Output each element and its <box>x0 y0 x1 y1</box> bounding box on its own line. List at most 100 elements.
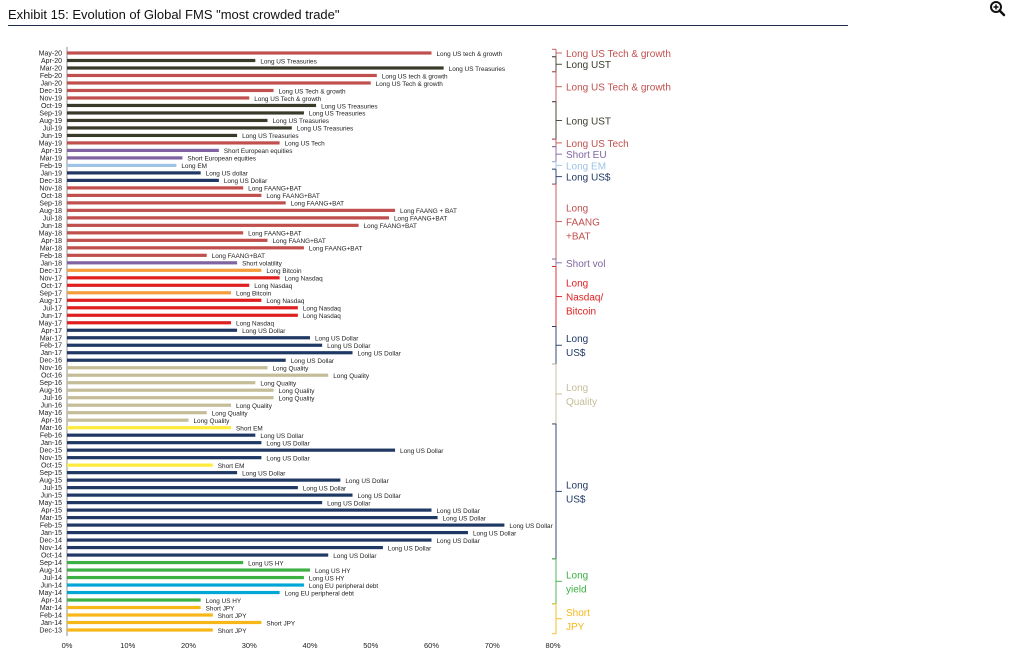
bar <box>67 141 280 145</box>
month-tick-label: Mar-16 <box>40 425 62 432</box>
bar <box>67 358 286 362</box>
month-tick-label: Mar-20 <box>40 65 62 72</box>
group-label: Nasdaq/ <box>566 293 603 304</box>
bar-label: Long US dollar <box>206 171 249 178</box>
bar <box>67 343 323 347</box>
bar <box>67 508 432 512</box>
title-divider <box>8 25 848 26</box>
group-label: US$ <box>566 494 586 505</box>
month-tick-label: Jul-18 <box>43 215 62 222</box>
month-tick-label: Jun-18 <box>41 223 63 230</box>
group-label: Long <box>566 570 588 581</box>
month-tick-label: Oct-17 <box>41 283 62 290</box>
bar-label: Long US tech & growth <box>437 51 503 58</box>
bar-label: Long US Tech <box>285 141 325 148</box>
month-tick-label: Aug-17 <box>39 298 62 305</box>
group-label: Long UST <box>566 60 611 71</box>
bar-label: Long FAANG+BAT <box>266 193 319 200</box>
bar <box>67 103 317 108</box>
bar-label: Long FAANG+BAT <box>291 201 344 208</box>
month-tick-label: Mar-19 <box>40 155 62 162</box>
bar-label: Long US tech & growth <box>382 73 448 80</box>
bar <box>67 381 256 385</box>
bar-label: Long US Treasuries <box>309 111 365 118</box>
x-tick-label: 80% <box>545 641 560 650</box>
bar-label: Long US Dollar <box>400 448 444 455</box>
bar <box>67 283 250 287</box>
month-tick-label: Jul-14 <box>43 575 62 582</box>
month-tick-label: Oct-18 <box>41 193 62 200</box>
month-tick-label: Feb-17 <box>40 343 62 350</box>
bar <box>67 545 383 550</box>
month-tick-label: May-15 <box>39 500 62 507</box>
bar-label: Long US Tech & growth <box>279 88 346 95</box>
bar <box>67 463 213 467</box>
month-tick-label: Jun-16 <box>41 403 63 410</box>
bar-label: Short JPY <box>266 620 296 627</box>
bar <box>67 456 262 460</box>
bar-label: Long Quality <box>236 403 273 410</box>
month-tick-label: Aug-19 <box>39 118 62 125</box>
bar <box>67 388 274 392</box>
bar <box>67 193 262 197</box>
bar <box>67 433 256 437</box>
bar <box>67 246 304 250</box>
bar-label: Short JPY <box>218 628 248 635</box>
month-tick-label: Dec-18 <box>39 178 62 185</box>
bar <box>67 291 232 295</box>
bar <box>67 553 329 557</box>
bar <box>67 73 377 78</box>
month-tick-label: Feb-16 <box>40 433 62 440</box>
bar-label: Long US Dollar <box>224 178 268 185</box>
bar <box>67 261 238 265</box>
month-tick-label: Nov-18 <box>39 185 62 192</box>
bar-label: Long Nasdaq <box>285 276 323 283</box>
month-tick-label: Apr-20 <box>41 58 62 65</box>
bar-label: Long US Dollar <box>443 515 487 522</box>
bar <box>67 216 389 220</box>
month-tick-label: Nov-16 <box>39 365 62 372</box>
bar <box>67 471 238 475</box>
month-tick-label: Oct-15 <box>41 463 62 470</box>
bar <box>67 620 262 625</box>
month-tick-label: Mar-14 <box>40 605 62 612</box>
month-tick-label: Sep-18 <box>39 200 62 207</box>
month-tick-label: Mar-18 <box>40 245 62 252</box>
month-tick-label: Jan-18 <box>41 260 63 267</box>
month-tick-label: Jul-19 <box>43 125 62 132</box>
group-label: +BAT <box>566 232 591 243</box>
group-label: JPY <box>566 622 585 633</box>
bar <box>67 186 244 190</box>
bar <box>67 568 310 572</box>
bar-label: Long Nasdaq <box>254 283 292 290</box>
bar <box>67 448 396 452</box>
zoom-in-icon[interactable] <box>988 0 1008 18</box>
bar-label: Short European equities <box>187 156 256 163</box>
bar-label: Long EU peripheral debt <box>285 590 355 597</box>
month-tick-label: Sep-15 <box>39 470 62 477</box>
bar <box>67 583 304 587</box>
bar-label: Short EM <box>236 425 263 432</box>
bar <box>67 613 213 617</box>
bar <box>67 590 280 595</box>
month-tick-label: Feb-19 <box>40 163 62 170</box>
month-tick-label: May-17 <box>39 320 62 327</box>
bar <box>67 96 250 100</box>
bar-label: Long US Tech & growth <box>376 81 443 88</box>
bar-label: Short volatility <box>242 261 283 268</box>
bar <box>67 178 219 182</box>
bar-label: Long EU peripheral debt <box>309 583 379 590</box>
bar <box>67 403 232 407</box>
bar-label: Long FAANG+BAT <box>364 223 417 230</box>
bar-label: Short European equities <box>224 148 293 155</box>
bar-label: Long US Dollar <box>473 530 517 537</box>
x-tick-label: 10% <box>120 641 135 650</box>
bar <box>67 366 268 370</box>
month-tick-label: Jan-20 <box>41 80 63 87</box>
month-tick-label: Aug-14 <box>39 568 62 575</box>
month-tick-label: Aug-18 <box>39 208 62 215</box>
month-tick-label: Dec-17 <box>39 268 62 275</box>
bar <box>67 321 232 325</box>
month-tick-label: Jul-17 <box>43 305 62 312</box>
bar-label: Long US Dollar <box>242 470 286 477</box>
